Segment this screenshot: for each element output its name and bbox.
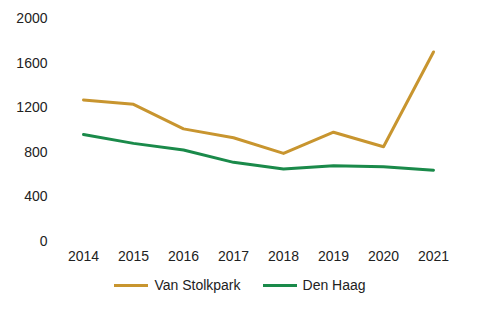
svg-text:800: 800 <box>24 144 48 160</box>
svg-text:2020: 2020 <box>368 248 399 264</box>
svg-text:1200: 1200 <box>16 99 47 115</box>
svg-text:2000: 2000 <box>16 10 47 26</box>
svg-text:2014: 2014 <box>68 248 99 264</box>
svg-text:2019: 2019 <box>318 248 349 264</box>
html-text:Van Stolkpark: Van Stolkpark <box>154 277 241 293</box>
svg-text:2016: 2016 <box>168 248 199 264</box>
svg-text:400: 400 <box>24 188 48 204</box>
svg-text:2021: 2021 <box>418 248 449 264</box>
svg-text:2018: 2018 <box>268 248 299 264</box>
svg-text:2017: 2017 <box>218 248 249 264</box>
html-text:Den Haag: Den Haag <box>302 277 366 293</box>
svg-text:2015: 2015 <box>118 248 149 264</box>
svg-text:0: 0 <box>40 233 48 249</box>
svg-text:1600: 1600 <box>16 55 47 71</box>
